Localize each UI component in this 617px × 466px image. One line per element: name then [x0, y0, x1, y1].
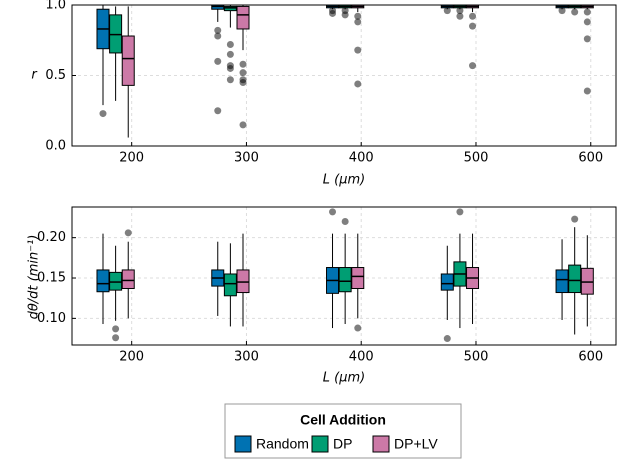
legend-label: DP: [333, 436, 352, 452]
outlier: [583, 18, 591, 26]
legend-swatch: [311, 435, 329, 453]
box: [236, 269, 250, 294]
x-tick-label: 500: [464, 151, 489, 166]
outlier: [124, 229, 132, 237]
x-tick-label: 500: [464, 350, 489, 365]
outlier: [456, 208, 464, 216]
outlier: [226, 50, 234, 58]
outlier: [341, 11, 349, 19]
box: [555, 269, 569, 294]
outlier: [239, 69, 247, 77]
outlier: [226, 76, 234, 84]
legend-swatch: [234, 435, 252, 453]
y-axis-label: r: [31, 68, 38, 83]
outlier: [456, 7, 464, 15]
outlier: [443, 7, 451, 15]
outlier: [469, 12, 477, 20]
outlier: [354, 80, 362, 88]
outlier: [583, 8, 591, 16]
outlier: [99, 110, 107, 118]
outlier: [443, 335, 451, 343]
outlier: [469, 62, 477, 70]
box: [109, 271, 123, 291]
outlier: [354, 12, 362, 20]
outlier: [329, 208, 337, 216]
outlier: [239, 60, 247, 68]
outlier: [214, 107, 222, 115]
box: [96, 269, 110, 293]
x-tick-label: 200: [119, 151, 144, 166]
x-axis-label: L (μm): [323, 173, 365, 188]
legend-swatch: [372, 435, 390, 453]
x-tick-label: 400: [349, 350, 374, 365]
outlier: [571, 215, 579, 223]
outlier: [112, 334, 120, 342]
box: [580, 267, 594, 295]
outlier: [341, 218, 349, 226]
x-tick-label: 400: [349, 151, 374, 166]
box: [440, 273, 454, 291]
outlier: [226, 64, 234, 72]
outlier: [456, 12, 464, 20]
outlier: [329, 9, 337, 17]
x-axis-label: L (μm): [323, 371, 365, 386]
outlier: [583, 87, 591, 95]
box: [121, 35, 135, 86]
y-tick-label: 0.20: [37, 230, 66, 245]
legend-box: [224, 403, 462, 459]
x-tick-label: 600: [578, 350, 603, 365]
y-tick-label: 0.0: [45, 139, 66, 154]
outlier: [214, 26, 222, 34]
y-tick-label: 0.15: [37, 271, 66, 286]
box: [121, 269, 135, 290]
box: [223, 273, 237, 297]
y-tick-label: 0.10: [37, 311, 66, 326]
x-tick-label: 600: [578, 151, 603, 166]
box: [236, 5, 250, 30]
outlier: [469, 22, 477, 30]
legend-title: Cell Addition: [300, 412, 386, 428]
y-tick-label: 0.5: [45, 68, 66, 83]
plot-frame: [71, 206, 617, 346]
legend-label: DP+LV: [394, 436, 438, 452]
x-tick-label: 300: [234, 151, 259, 166]
outlier: [239, 121, 247, 129]
legend-label: Random: [256, 436, 309, 452]
outlier: [354, 46, 362, 54]
outlier: [571, 8, 579, 16]
outlier: [112, 325, 120, 333]
outlier: [354, 18, 362, 26]
x-tick-label: 200: [119, 350, 144, 365]
outlier: [354, 324, 362, 332]
outlier: [558, 7, 566, 15]
y-tick-label: 1.0: [45, 0, 66, 13]
outlier: [214, 32, 222, 40]
outlier: [583, 35, 591, 43]
box: [568, 264, 582, 294]
outlier: [239, 79, 247, 87]
box: [351, 267, 365, 290]
x-tick-label: 300: [234, 350, 259, 365]
outlier: [214, 57, 222, 65]
box: [338, 267, 352, 293]
y-axis-label: dθ/dt (min⁻¹): [27, 235, 42, 320]
outlier: [226, 40, 234, 48]
